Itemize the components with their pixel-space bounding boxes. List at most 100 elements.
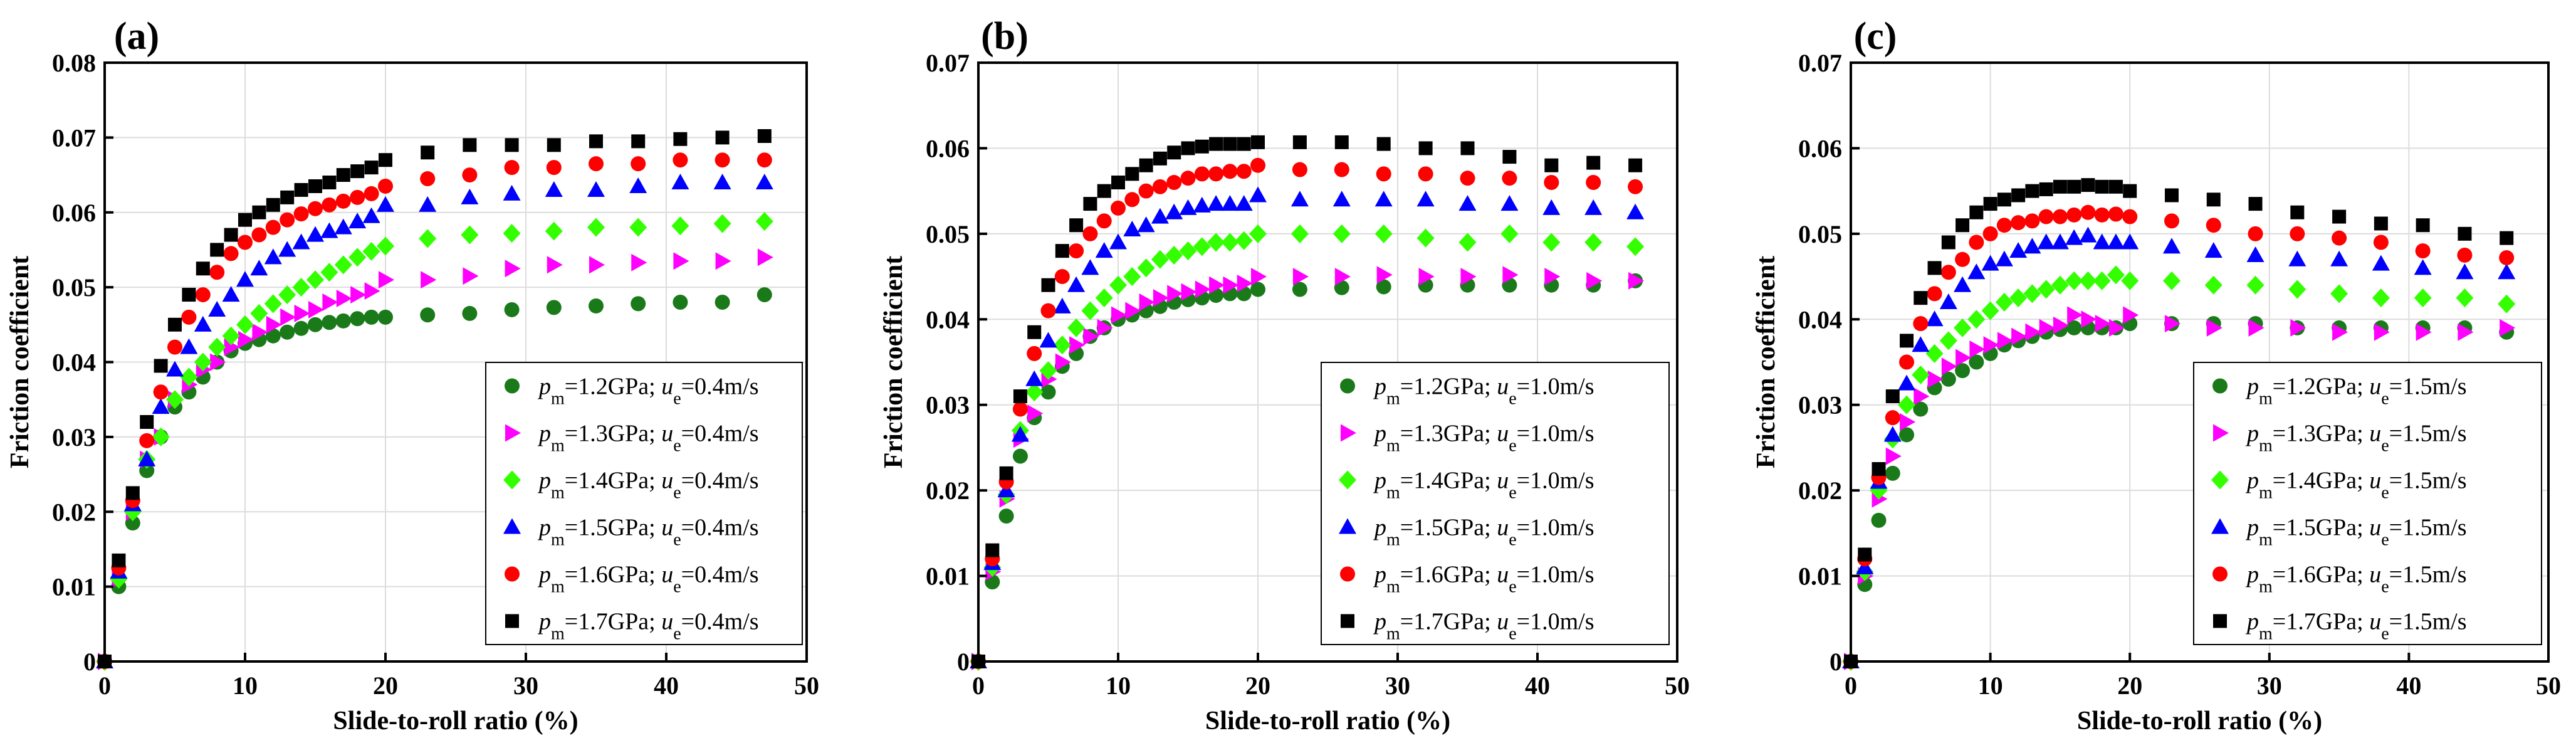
data-point: [1194, 166, 1210, 182]
data-point: [209, 265, 225, 280]
x-tick-label: 0: [972, 672, 985, 700]
data-point: [419, 229, 437, 248]
data-point: [251, 227, 267, 243]
y-tick-label: 0.03: [52, 423, 96, 451]
data-point: [2456, 288, 2474, 308]
data-point: [1376, 279, 1391, 295]
data-point: [2330, 284, 2348, 303]
data-point: [180, 367, 198, 387]
data-point: [2093, 271, 2111, 290]
data-point: [1025, 370, 1044, 386]
data-point: [1955, 251, 1971, 267]
data-point: [2023, 284, 2041, 303]
x-axis-title: Slide-to-roll ratio (%): [1205, 707, 1450, 735]
data-point: [1460, 268, 1477, 286]
data-point: [1967, 310, 1986, 329]
series-6: [971, 135, 1643, 668]
data-point: [2122, 209, 2138, 224]
data-point: [2288, 250, 2306, 266]
data-point: [152, 427, 170, 446]
legend-box: [1321, 362, 1670, 645]
y-tick-label: 0.03: [926, 391, 970, 419]
data-point: [420, 171, 436, 187]
data-point: [2095, 179, 2109, 194]
data-point: [266, 198, 280, 212]
data-point: [715, 152, 730, 168]
x-tick-label: 30: [1385, 672, 1410, 700]
data-point: [362, 241, 380, 261]
data-point: [1039, 361, 1057, 381]
data-point: [1858, 547, 1872, 562]
data-point: [2080, 204, 2096, 220]
data-point: [224, 228, 238, 242]
legend-label: pm=1.3GPa; ue=0.4m/s: [537, 421, 759, 456]
data-point: [631, 134, 646, 149]
data-point: [1249, 186, 1267, 203]
x-tick-label: 50: [1665, 672, 1690, 700]
data-point: [222, 326, 240, 345]
data-point: [421, 271, 437, 289]
data-point: [589, 256, 605, 274]
data-point: [280, 308, 296, 326]
data-point: [293, 320, 309, 336]
data-point: [1181, 283, 1197, 301]
data-point: [1193, 196, 1211, 213]
data-point: [139, 463, 155, 478]
data-point: [1416, 191, 1435, 207]
data-point: [1250, 282, 1265, 297]
x-axis-title: Slide-to-roll ratio (%): [333, 707, 578, 735]
legend-marker: [2212, 378, 2228, 394]
data-point: [1109, 233, 1127, 250]
legend-label: pm=1.4GPa; ue=1.5m/s: [2245, 468, 2467, 503]
data-point: [292, 278, 310, 297]
data-point: [1167, 285, 1183, 303]
data-point: [1913, 316, 1929, 332]
data-point: [2330, 250, 2348, 266]
data-point: [1237, 274, 1253, 292]
data-point: [2039, 319, 2055, 337]
data-point: [1626, 237, 1645, 256]
data-point: [631, 253, 647, 271]
data-point: [1292, 282, 1307, 297]
data-point: [1013, 389, 1027, 404]
data-point: [364, 186, 379, 201]
data-point: [2067, 306, 2083, 324]
data-point: [1249, 224, 1267, 243]
legend-label: pm=1.2GPa; ue=1.0m/s: [1373, 374, 1594, 409]
data-point: [236, 315, 254, 334]
data-point: [1969, 205, 1984, 219]
data-point: [1291, 191, 1309, 207]
data-point: [1544, 158, 1559, 172]
data-point: [419, 196, 437, 212]
y-tick-label: 0.02: [926, 477, 970, 505]
data-point: [252, 323, 268, 341]
data-point: [278, 241, 296, 257]
data-point: [1500, 224, 1519, 243]
x-tick-label: 40: [1525, 672, 1550, 700]
data-point: [379, 153, 392, 167]
data-point: [2456, 263, 2474, 280]
data-point: [2079, 226, 2097, 243]
data-point: [293, 206, 309, 222]
legend-marker: [503, 518, 521, 534]
data-point: [222, 286, 240, 302]
x-tick-label: 10: [233, 672, 258, 700]
data-point: [1292, 268, 1309, 286]
data-point: [1251, 268, 1267, 286]
data-point: [1223, 276, 1239, 294]
y-tick-label: 0.07: [1798, 49, 1842, 77]
data-point: [1502, 266, 1519, 284]
data-point: [1900, 413, 1916, 431]
data-point: [1885, 410, 1900, 426]
data-point: [1139, 158, 1153, 172]
data-point: [2206, 319, 2223, 337]
data-point: [1039, 332, 1057, 348]
data-point: [350, 286, 367, 304]
data-point: [1166, 175, 1182, 190]
data-point: [2414, 288, 2432, 308]
x-tick-label: 30: [513, 672, 538, 700]
data-point: [1982, 226, 1998, 241]
y-tick-label: 0: [1830, 648, 1842, 676]
data-point: [280, 190, 295, 204]
data-point: [1940, 371, 1956, 387]
